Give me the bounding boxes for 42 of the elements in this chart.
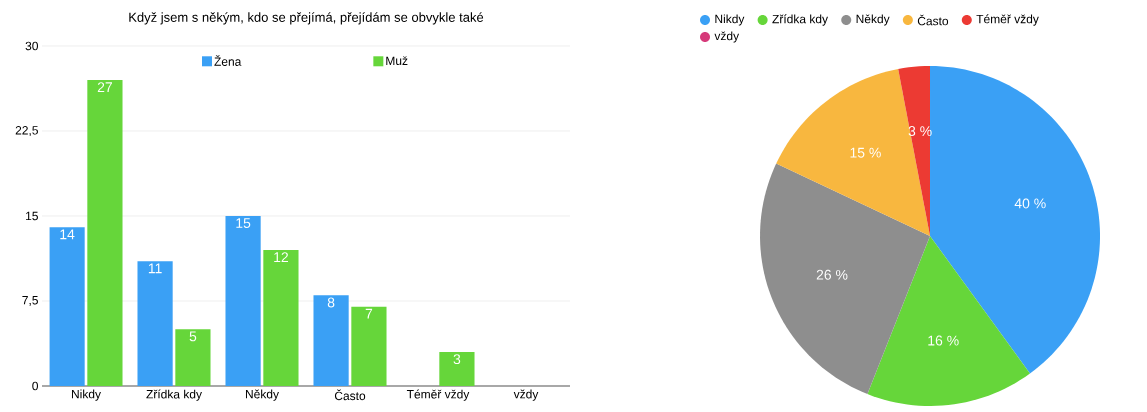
data-label: 26 % bbox=[816, 269, 848, 280]
bar bbox=[439, 352, 475, 386]
y-tick-label: 30 bbox=[25, 41, 38, 51]
legend-label: vždy bbox=[714, 31, 740, 43]
bar bbox=[313, 295, 349, 386]
y-tick-label: 0 bbox=[32, 381, 39, 391]
data-label: 3 bbox=[453, 354, 461, 365]
bar bbox=[263, 250, 299, 386]
bar bbox=[49, 227, 85, 386]
y-tick-label: 15 bbox=[26, 211, 38, 221]
legend-label: Někdy bbox=[856, 14, 890, 26]
legend-label: Žena bbox=[214, 55, 242, 66]
data-label: 27 bbox=[97, 82, 113, 92]
y-tick-label: 22,5 bbox=[15, 126, 38, 136]
x-tick-label: Zřídka kdy bbox=[146, 389, 202, 401]
legend-label: Muž bbox=[386, 56, 408, 66]
bar bbox=[175, 329, 211, 386]
data-label: 16 % bbox=[928, 335, 959, 346]
x-tick-label: Nikdy bbox=[71, 389, 101, 401]
bar bbox=[225, 216, 261, 386]
bar bbox=[137, 261, 173, 386]
legend-label: Zřídka kdy bbox=[772, 14, 828, 26]
legend-label: Nikdy bbox=[715, 14, 745, 26]
data-label: 40 % bbox=[1014, 198, 1046, 209]
data-label: 8 bbox=[327, 297, 335, 308]
x-tick-label: Téměř vždy bbox=[406, 389, 470, 401]
data-label: 5 bbox=[189, 331, 197, 342]
data-label: 14 bbox=[60, 229, 75, 240]
data-label: 15 bbox=[236, 218, 251, 228]
chart-title: Když jsem s někým, kdo se přejímá, přejídám se obvykle také bbox=[129, 12, 484, 25]
y-tick-label: 7,5 bbox=[22, 296, 38, 306]
legend-label: Často bbox=[917, 14, 949, 26]
data-label: 15 % bbox=[850, 147, 881, 158]
x-tick-label: vždy bbox=[513, 389, 539, 401]
data-label: 11 bbox=[148, 263, 162, 274]
data-label: 12 bbox=[274, 252, 289, 262]
bar bbox=[351, 306, 387, 386]
data-label: 7 bbox=[365, 308, 373, 319]
x-tick-label: Někdy bbox=[245, 389, 279, 401]
bar bbox=[87, 79, 123, 386]
legend-label: Téměř vždy bbox=[976, 14, 1039, 26]
x-tick-label: Často bbox=[334, 389, 366, 401]
